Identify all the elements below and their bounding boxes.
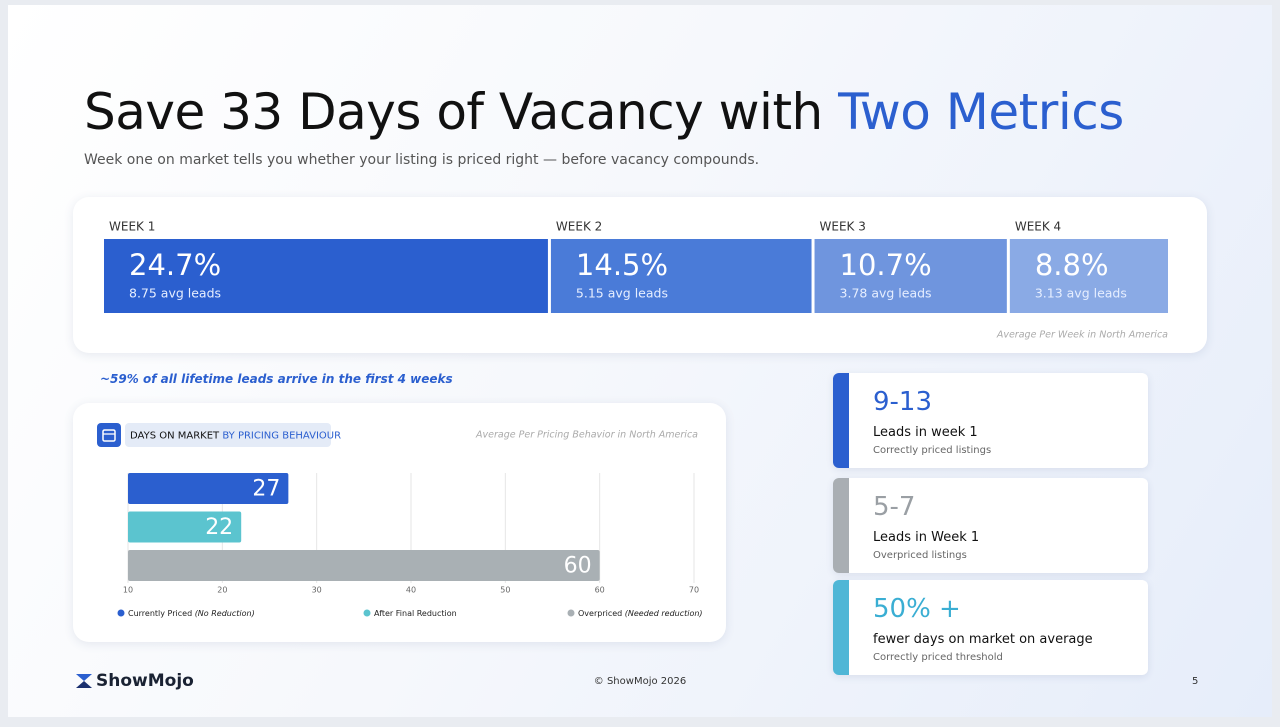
stat-value: 5-7 (873, 492, 916, 522)
week-label: WEEK 3 (820, 220, 866, 234)
week-bar (814, 239, 1007, 313)
title: Save 33 Days of Vacancy with Two Metrics (84, 83, 1124, 141)
stat-card: 9-13 Leads in week 1 Correctly priced li… (833, 373, 1148, 468)
subtitle: Week one on market tells you whether you… (84, 152, 760, 168)
weeks-card: WEEK 1 24.7% 8.75 avg leads WEEK 2 14.5% 5.15… (73, 197, 1207, 353)
stat-card: 50% + fewer days on market on average Co… (833, 580, 1148, 675)
chart-title: DAYS ON MARKET BY PRICING BEHAVIOUR (130, 431, 341, 442)
week-share: 14.5% (576, 248, 668, 282)
x-tick-label: 10 (123, 586, 133, 595)
calendar-icon (97, 423, 121, 447)
stat-value: 9-13 (873, 387, 933, 417)
week-label: WEEK 4 (1015, 220, 1061, 234)
chart-title-text: DAYS ON MARKET (130, 431, 220, 442)
stat-sub: Correctly priced listings (873, 445, 992, 456)
bar (128, 550, 600, 581)
stat-label: Leads in week 1 (873, 425, 978, 440)
stat-value: 50% + (873, 594, 961, 624)
bar-value-label: 27 (252, 477, 280, 502)
title-text: Save 33 Days of Vacancy with (84, 83, 823, 141)
legend-marker (363, 609, 371, 617)
bar-value-label: 60 (564, 554, 592, 579)
x-tick-label: 60 (595, 586, 605, 595)
page-number: 5 (1192, 676, 1199, 687)
legend-marker (567, 609, 575, 617)
weeks-note: Average Per Week in North America (996, 330, 1168, 341)
legend-name: After Final Reduction (374, 609, 457, 618)
legend-entry: Overpriced (Needed reduction) (578, 609, 703, 618)
legend-detail: (Needed reduction) (625, 609, 703, 618)
week-bar (1009, 239, 1168, 313)
legend-detail: (No Reduction) (195, 609, 255, 618)
week-label: WEEK 1 (109, 220, 155, 234)
week-label: WEEK 2 (556, 220, 602, 234)
week-leads: 3.78 avg leads (840, 286, 932, 301)
slide: Save 33 Days of Vacancy with Two Metrics… (8, 5, 1272, 717)
weeks-chart: WEEK 1 24.7% 8.75 avg leads WEEK 2 14.5% 5.15… (104, 220, 1168, 341)
stat-stripe (833, 478, 849, 573)
legend-name: Overpriced (578, 609, 622, 618)
week-leads: 8.75 avg leads (129, 286, 221, 301)
legend-entry: After Final Reduction (374, 609, 457, 618)
stat-stripe (833, 580, 849, 675)
stat-card: 5-7 Leads in Week 1 Overpriced listings (833, 478, 1148, 573)
legend-marker (117, 609, 125, 617)
footnote: ~59% of all lifetime leads arrive in the… (100, 372, 453, 386)
stat-sub: Overpriced listings (873, 550, 967, 561)
logo-icon (76, 674, 92, 688)
bar (128, 473, 289, 504)
stat-label: Leads in Week 1 (873, 530, 980, 545)
bar (128, 511, 242, 543)
calendar-icon-body (102, 429, 116, 442)
chart: DAYS ON MARKET BY PRICING BEHAVIOUR Aver… (97, 423, 703, 618)
legend-entry: Currently Priced (No Reduction) (128, 609, 255, 618)
title-highlight: Two Metrics (838, 83, 1124, 141)
week-bar (104, 239, 548, 313)
legend-name: Currently Priced (128, 609, 192, 618)
chart-title-highlight: BY PRICING BEHAVIOUR (222, 431, 341, 442)
chart-title-pill (125, 423, 331, 447)
x-tick-label: 70 (689, 586, 699, 595)
week-share: 24.7% (129, 248, 221, 282)
x-tick-label: 30 (312, 586, 322, 595)
copyright: © ShowMojo 2026 (593, 676, 687, 687)
x-tick-label: 40 (406, 586, 416, 595)
week-bar (550, 239, 812, 313)
stat-stripe (833, 373, 849, 468)
x-tick-label: 50 (500, 586, 510, 595)
logo-text: ShowMojo (96, 671, 194, 691)
stat-sub: Correctly priced threshold (873, 652, 1003, 663)
bar-value-label: 22 (205, 515, 233, 540)
stat-label: fewer days on market on average (873, 632, 1093, 647)
x-tick-label: 20 (217, 586, 227, 595)
chart-card: DAYS ON MARKET BY PRICING BEHAVIOUR Aver… (73, 403, 726, 642)
week-leads: 5.15 avg leads (576, 286, 668, 301)
week-leads: 3.13 avg leads (1035, 286, 1127, 301)
week-share: 8.8% (1035, 248, 1109, 282)
week-share: 10.7% (840, 248, 932, 282)
chart-note: Average Per Pricing Behavior in North Am… (475, 430, 698, 441)
